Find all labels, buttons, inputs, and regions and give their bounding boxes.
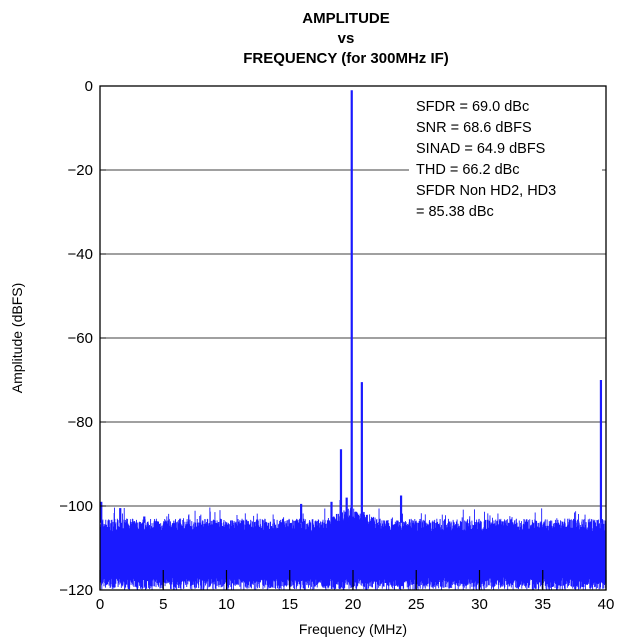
annotation-box <box>409 92 602 233</box>
y-tick-label: 0 <box>85 78 93 95</box>
x-tick-label: 15 <box>281 596 298 613</box>
plot-frame <box>99 85 607 591</box>
y-tick-label: −100 <box>59 498 93 515</box>
x-tick-label: 30 <box>471 596 488 613</box>
annotation-line: SNR = 68.6 dBFS <box>416 120 532 136</box>
x-tick-label: 20 <box>345 596 362 613</box>
x-tick-label: 0 <box>96 596 104 613</box>
x-tick-label: 40 <box>598 596 615 613</box>
y-tick-label: −20 <box>68 162 93 179</box>
chart-title-line-2: vs <box>338 30 355 47</box>
x-tick-label: 10 <box>218 596 235 613</box>
x-tick-label: 25 <box>408 596 425 613</box>
x-tick-label: 5 <box>159 596 167 613</box>
x-tick-label: 35 <box>534 596 551 613</box>
annotation-line: = 85.38 dBc <box>416 204 494 220</box>
y-tick-label: −80 <box>68 414 93 431</box>
spectrum-series <box>99 90 607 590</box>
y-axis-ticks: 0 −20 −40 −60 −80 −100 −120 <box>59 78 106 599</box>
annotation-line: SFDR = 69.0 dBc <box>416 99 529 115</box>
annotation-line: THD = 66.2 dBc <box>416 162 520 178</box>
annotation-line: SINAD = 64.9 dBFS <box>416 141 545 157</box>
x-axis-label: Frequency (MHz) <box>299 621 407 637</box>
y-tick-label: −40 <box>68 246 93 263</box>
chart-title-line-3: FREQUENCY (for 300MHz IF) <box>243 50 449 67</box>
annotations: SFDR = 69.0 dBc SNR = 68.6 dBFS SINAD = 64… <box>416 99 556 220</box>
y-tick-label: −60 <box>68 330 93 347</box>
y-tick-label: −120 <box>59 582 93 599</box>
y-axis-label: Amplitude (dBFS) <box>9 283 25 393</box>
annotation-line: SFDR Non HD2, HD3 <box>416 183 556 199</box>
chart-title-line-1: AMPLITUDE <box>302 10 390 27</box>
